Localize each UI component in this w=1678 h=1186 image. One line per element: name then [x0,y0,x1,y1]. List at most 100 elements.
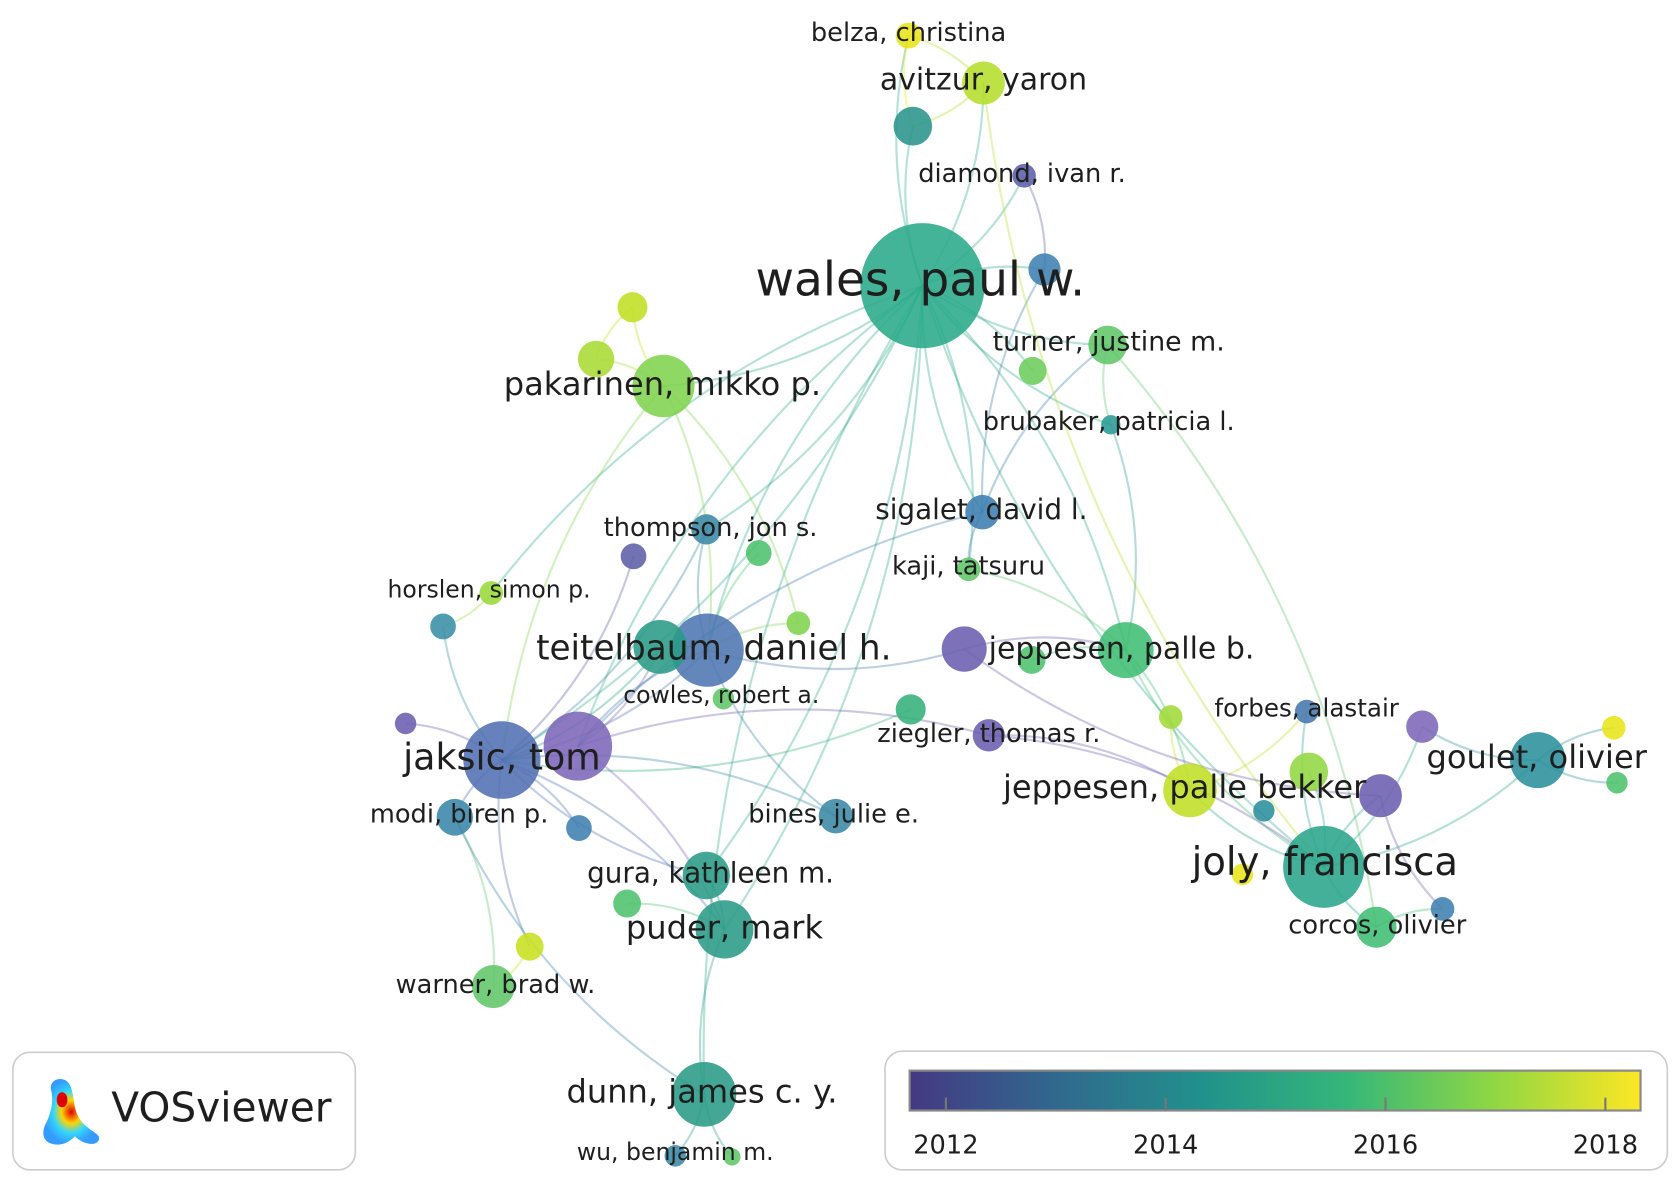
node-label: kaji, tatsuru [892,552,1045,582]
node [682,851,730,900]
node-label: jaksic, tom [402,735,601,778]
node [941,626,987,672]
node [577,340,615,378]
node [1606,771,1628,794]
edge [963,648,1381,797]
node-label: diamond, ivan r. [918,159,1126,189]
node-label: cowles, robert a. [623,681,819,709]
node [436,798,474,836]
edge [501,528,708,762]
edge [705,285,924,877]
tick-label: 2018 [1573,1131,1638,1161]
node [471,964,515,1009]
node [1158,705,1183,729]
node [463,721,541,799]
edge [981,344,1109,513]
node-label: jeppesen, palle b. [988,632,1255,667]
node-label: wales, paul w. [756,252,1086,307]
node [895,694,926,725]
node [691,514,722,545]
edge [702,285,924,1095]
node [818,798,853,834]
node [1097,622,1154,679]
node [972,719,1005,752]
node [479,581,503,605]
edge [490,284,923,594]
node [613,889,642,918]
node-label: belza, christina [811,18,1006,48]
node-label: puder, mark [626,908,824,946]
node [956,557,981,582]
nodes [394,22,1628,1167]
node [860,223,985,349]
node [1283,825,1365,908]
edge [1124,649,1325,868]
node [620,543,647,570]
node [1289,752,1329,792]
tick-label: 2014 [1133,1131,1198,1161]
node-label: gura, kathleen m. [587,856,834,889]
edge [577,708,990,748]
node-label: dunn, james c. y. [567,1072,838,1110]
node [670,613,744,687]
node-label: corcos, olivier [1288,911,1466,941]
tick-label: 2016 [1353,1131,1418,1161]
edge [500,385,665,761]
node [394,712,417,735]
node [664,1145,686,1167]
node [893,106,933,146]
node [1509,732,1566,789]
node [566,815,592,841]
node [1406,710,1439,743]
node-label: avitzur, yaron [880,62,1087,97]
tick-label: 2012 [913,1131,978,1161]
node [695,900,754,959]
node [672,1062,737,1127]
edge [1109,424,1137,651]
node-label: bines, julie e. [748,800,919,830]
node [543,711,613,781]
node [1088,325,1127,365]
node [617,292,648,323]
node [1294,699,1319,724]
node [965,494,1000,530]
edge [982,82,1325,868]
edge [1106,344,1378,928]
logo-text: VOSviewer [111,1083,331,1131]
node [1101,415,1121,435]
labels: belza, christina avitzur, yaron diamond, i… [370,18,1648,1166]
edge [501,759,726,931]
node [1028,253,1061,286]
node [430,613,456,640]
node [723,1148,741,1166]
node [1163,763,1217,818]
node-label: thompson, jon s. [604,513,818,543]
legend-ticks: 2012 2014 2016 2018 [913,1097,1638,1161]
node-label: goulet, olivier [1427,738,1648,776]
node [745,540,772,567]
node-label: wu, benjamin m. [577,1138,774,1166]
node-label: warner, brad w. [396,970,596,1000]
edge [723,285,924,930]
edge [662,385,800,624]
node-label: teitelbaum, daniel h. [536,629,891,669]
node [1017,645,1046,674]
node [633,619,688,674]
node [1018,356,1047,385]
node [1012,163,1036,188]
node [1355,906,1397,948]
node [1602,715,1626,740]
edge [453,816,705,1096]
edge [980,268,1046,513]
node [712,687,735,710]
node [1253,800,1275,822]
node [895,22,922,49]
edge [577,511,983,747]
node-label: forbes, alastair [1214,693,1399,722]
edge [576,284,924,747]
node-label: jeppesen, palle bekker [1002,768,1367,806]
edge [988,734,1325,868]
edge [921,285,1325,868]
